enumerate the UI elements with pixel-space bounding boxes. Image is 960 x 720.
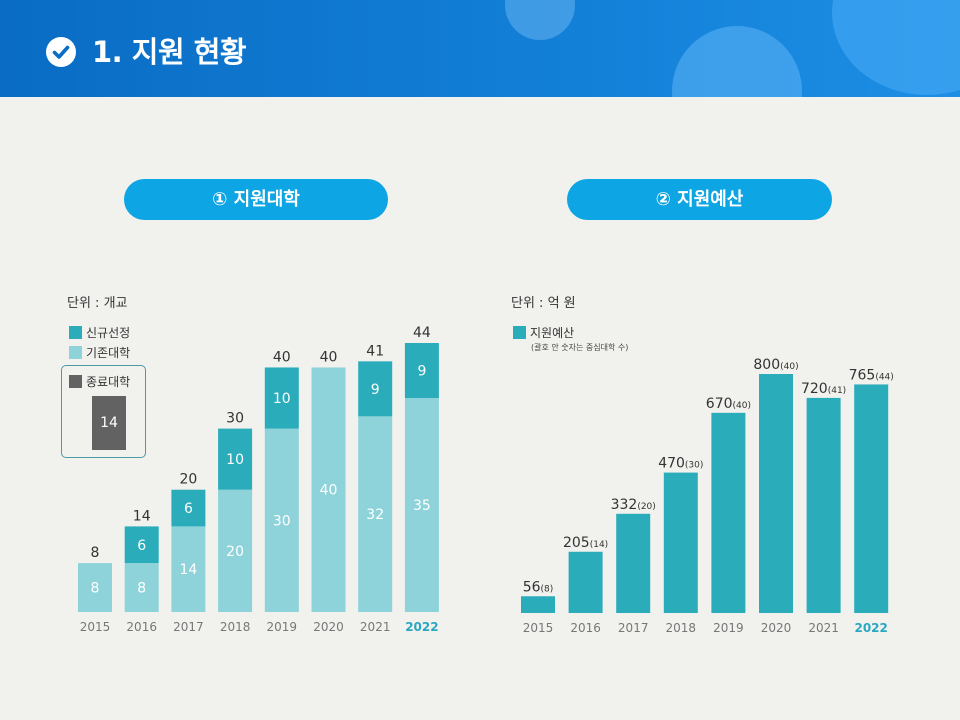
section-heading-universities: ① 지원대학 xyxy=(124,179,388,220)
total-label: 41 xyxy=(366,343,384,359)
bar-existing-2022 xyxy=(404,398,439,612)
bar-new-2018 xyxy=(218,428,253,490)
data-label-new: 6 xyxy=(184,501,193,517)
x-tick-label: 2021 xyxy=(360,620,391,634)
data-label-budget: 205(14) xyxy=(563,535,608,551)
x-tick-label: 2018 xyxy=(220,620,251,634)
x-tick-label: 2019 xyxy=(267,620,298,634)
bar-budget-2015 xyxy=(521,596,555,613)
legend-label: 종료대학 xyxy=(86,375,131,389)
x-tick-label: 2015 xyxy=(80,620,111,634)
bar-new-2021 xyxy=(358,361,393,417)
data-label-existing: 32 xyxy=(366,507,384,523)
bar-new-2022 xyxy=(404,343,439,399)
x-tick-label: 2018 xyxy=(666,621,697,635)
data-label-budget: 670(40) xyxy=(706,396,751,412)
unit-label: 단위 : 개교 xyxy=(67,296,128,311)
data-label-existing: 20 xyxy=(226,544,244,560)
x-tick-label: 2017 xyxy=(618,621,649,635)
legend-swatch xyxy=(513,326,526,339)
data-label-new: 6 xyxy=(137,538,146,554)
total-label: 44 xyxy=(413,325,431,341)
data-label-existing: 8 xyxy=(137,581,146,597)
bar-existing-2015 xyxy=(78,563,112,612)
bar-budget-2022 xyxy=(854,384,889,613)
bar-budget-2017 xyxy=(616,513,651,613)
data-label-new: 10 xyxy=(273,391,291,407)
data-label-existing: 35 xyxy=(413,498,431,514)
bar-existing-2018 xyxy=(218,489,253,612)
x-tick-label: 2022 xyxy=(405,620,438,634)
total-label: 30 xyxy=(226,411,244,427)
data-label-budget: 720(41) xyxy=(801,381,846,397)
x-tick-label: 2019 xyxy=(713,621,744,635)
total-label: 40 xyxy=(273,349,291,365)
x-tick-label: 2020 xyxy=(761,621,792,635)
bar-budget-2016 xyxy=(568,551,603,613)
bar-budget-2021 xyxy=(806,397,841,613)
data-label-new: 9 xyxy=(371,382,380,398)
header-banner: 1. 지원 현황 xyxy=(0,0,960,97)
x-tick-label: 2016 xyxy=(126,620,157,634)
data-label-new: 9 xyxy=(417,364,426,380)
x-tick-label: 2021 xyxy=(808,621,839,635)
data-label-existing: 8 xyxy=(91,581,100,597)
page-title: 1. 지원 현황 xyxy=(92,35,247,69)
x-tick-label: 2022 xyxy=(854,621,887,635)
bar-budget-2019 xyxy=(711,412,746,613)
x-tick-label: 2016 xyxy=(570,621,601,635)
data-label-budget: 765(44) xyxy=(849,367,894,383)
data-label-budget: 332(20) xyxy=(611,497,656,513)
data-label-budget: 470(30) xyxy=(658,456,703,472)
legend-swatch xyxy=(69,346,82,359)
data-label-new: 10 xyxy=(226,452,244,468)
legend-label: 기존대학 xyxy=(86,346,131,360)
bar-budget-2018 xyxy=(663,472,698,613)
bar-existing-2019 xyxy=(264,428,299,612)
total-label: 40 xyxy=(320,349,338,365)
bar-existing-2016 xyxy=(124,563,159,612)
check-circle-icon xyxy=(46,37,76,67)
legend-label: 신규선정 xyxy=(86,326,131,340)
bar-new-2016 xyxy=(124,526,159,564)
bar-existing-2017 xyxy=(171,526,206,612)
bar-new-2017 xyxy=(171,489,206,527)
legend-note: (괄호 안 숫자는 중심대학 수) xyxy=(531,343,629,352)
total-label: 14 xyxy=(133,508,151,524)
x-tick-label: 2017 xyxy=(173,620,204,634)
x-tick-label: 2015 xyxy=(523,621,554,635)
closed-universities-bar: 14 xyxy=(92,396,126,450)
data-label-existing: 30 xyxy=(273,513,291,529)
section-heading-budget: ② 지원예산 xyxy=(567,179,832,220)
bar-existing-2020 xyxy=(311,367,346,612)
data-label-existing: 40 xyxy=(320,483,338,499)
data-label-budget: 800(40) xyxy=(753,357,798,373)
data-label-budget: 56(8) xyxy=(523,579,554,595)
legend-swatch xyxy=(69,375,82,388)
unit-label: 단위 : 억 원 xyxy=(511,296,576,311)
bar-new-2019 xyxy=(264,367,299,429)
legend-swatch xyxy=(69,326,82,339)
x-tick-label: 2020 xyxy=(313,620,344,634)
total-label: 20 xyxy=(179,472,197,488)
data-label-existing: 14 xyxy=(179,562,197,578)
bar-existing-2021 xyxy=(358,416,393,612)
total-label: 8 xyxy=(91,545,100,561)
closed-universities-box: 종료대학 14 xyxy=(61,365,146,458)
legend-label: 지원예산 xyxy=(530,326,575,340)
bar-budget-2020 xyxy=(759,374,793,613)
